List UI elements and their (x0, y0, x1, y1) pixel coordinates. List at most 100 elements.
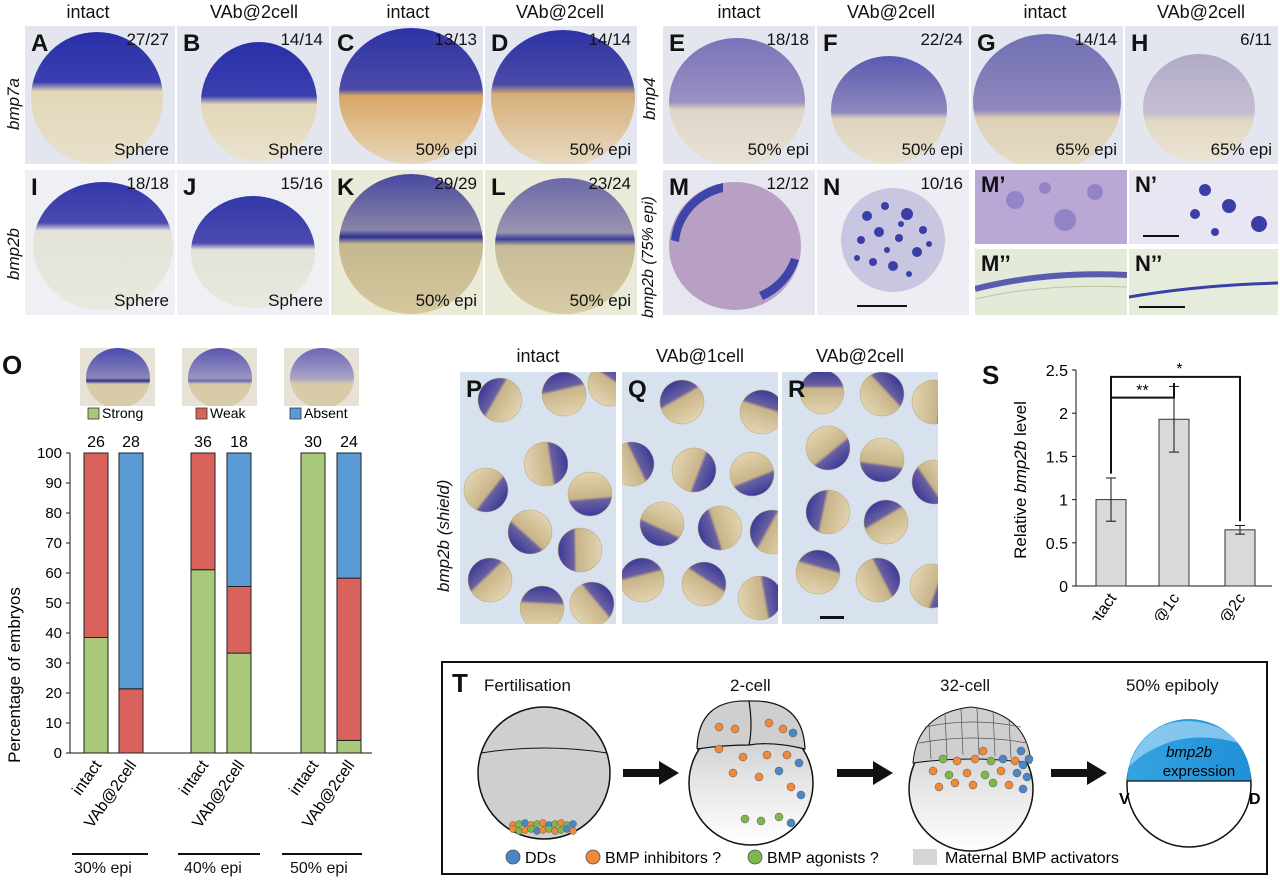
panel-count: 18/18 (126, 174, 169, 193)
n-label: 30 (304, 434, 322, 451)
n-label: 26 (87, 434, 105, 451)
panel-count: 22/24 (920, 30, 963, 49)
stage-title: 2-cell (730, 676, 771, 695)
embryo (541, 372, 587, 417)
arrow-icon (1051, 761, 1107, 785)
tissue-image (1129, 281, 1278, 308)
marker-dot (998, 754, 1008, 764)
marker-dot (788, 728, 798, 738)
col-header: intact (717, 2, 761, 22)
panel-M: M 12/12 (663, 170, 815, 315)
gene-label-shield: bmp2b (shield) (434, 479, 453, 592)
bar-segment-weak (336, 577, 362, 741)
marker-dot (762, 750, 772, 760)
y-tick-label: 1 (1059, 493, 1068, 510)
embryo (697, 505, 743, 551)
legend-dot-dd (505, 849, 521, 865)
panel-stage: Sphere (268, 291, 323, 310)
bar (1224, 529, 1256, 587)
marker-dot (950, 778, 960, 788)
legend-label: Maternal BMP activators (945, 850, 1119, 867)
y-tick-label: 2.5 (1046, 363, 1068, 380)
x-tick-label: VAb@1c (1134, 591, 1184, 620)
embryo-field (795, 372, 938, 609)
panel-count: 14/14 (588, 30, 631, 49)
x-tick-label: VAb@2c (1200, 591, 1250, 620)
marker-dot (740, 814, 750, 824)
embryo (567, 471, 613, 517)
panel-Q: Q (622, 372, 778, 624)
marker-dot (928, 766, 938, 776)
y-tick-label: 10 (45, 715, 62, 732)
embryo (467, 557, 513, 603)
marker-dot (1012, 768, 1022, 778)
panel-D: D 14/14 50% epi (485, 26, 637, 164)
marker-dot (962, 768, 972, 778)
marker-dot (1022, 772, 1032, 782)
panel-letter: H (1131, 30, 1149, 57)
panel-C: C 13/13 50% epi (331, 26, 483, 164)
embryo-field (463, 372, 616, 624)
embryo-fertilisation (477, 706, 611, 840)
x-tick-label: intact (286, 757, 322, 799)
embryo (519, 585, 565, 624)
marker-dot (714, 744, 724, 754)
stage-title: Fertilisation (484, 676, 571, 695)
y-tick-label: 20 (45, 685, 62, 702)
panel-count: 13/13 (434, 30, 477, 49)
panel-letter: C (337, 30, 355, 57)
embryo-image (841, 188, 945, 307)
panel-stage: 50% epi (415, 291, 477, 310)
embryo (507, 509, 553, 555)
marker-dot (714, 722, 724, 732)
blastoderm (912, 706, 1032, 764)
bar-segment-strong (336, 739, 362, 754)
stage-bracket (178, 853, 260, 855)
panel-count: 15/16 (280, 174, 323, 193)
embryo (671, 447, 717, 493)
marker-dot (1018, 784, 1028, 794)
panel-stage: Sphere (268, 140, 323, 159)
marker-dot (796, 790, 806, 800)
marker-dot (774, 812, 784, 822)
embryo (622, 557, 665, 603)
stage-title: 50% epiboly (1126, 676, 1219, 695)
embryo-image (339, 28, 483, 164)
bar-segment-strong (83, 637, 109, 754)
bar-segment-strong (226, 652, 252, 754)
panel-letter: Q (628, 376, 647, 403)
bar-segment-strong (300, 452, 326, 754)
embryo (737, 575, 778, 621)
y-tick-label: 90 (45, 475, 62, 492)
embryo (805, 489, 851, 535)
panel-letter: A (31, 30, 49, 57)
panel-T-frame (441, 661, 1268, 875)
embryo (799, 372, 845, 415)
panel-I: I 18/18 Sphere (25, 170, 175, 315)
embryo-image (201, 42, 317, 162)
scale-bar (820, 616, 844, 619)
tissue-image (1143, 184, 1267, 237)
dorsal-label: D (1249, 791, 1261, 808)
col-header: intact (66, 2, 110, 22)
significance-bracket (1110, 382, 1175, 474)
embryo (523, 441, 569, 487)
marker-dot (944, 770, 954, 780)
gene-label-bmp2b: bmp2b (4, 228, 23, 280)
bar-chart-relative-level: 00.511.522.5intactVAb@1cVAb@2c*** Relati… (1011, 361, 1272, 620)
x-tick-label: intact (1084, 590, 1120, 620)
col-header: VAb@2cell (816, 346, 904, 366)
marker-dot (774, 766, 784, 776)
embryo (749, 509, 778, 555)
y-tick-label: 0 (1059, 579, 1068, 596)
panel-count: 23/24 (588, 174, 631, 193)
marker-dot (764, 718, 774, 728)
panel-letter: N’ (1135, 172, 1157, 197)
marker-dot (756, 816, 766, 826)
x-tick-label: intact (69, 757, 105, 799)
legend-label: BMP inhibitors ? (605, 850, 721, 867)
y-tick-label: 30 (45, 655, 62, 672)
bar-segment-absent (118, 452, 144, 690)
panel-A: A 27/27 Sphere (25, 26, 175, 164)
panel-count: 14/14 (1074, 30, 1117, 49)
